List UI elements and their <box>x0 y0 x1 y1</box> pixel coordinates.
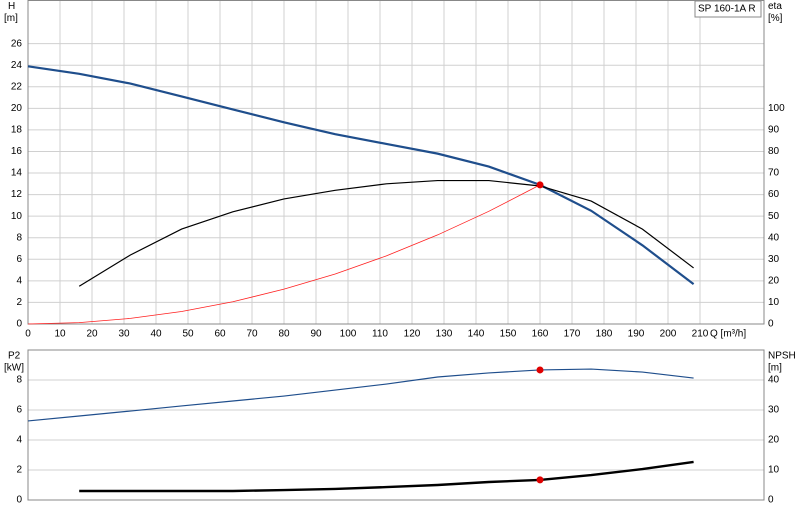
x-tick-label: 0 <box>25 329 31 340</box>
y-tick-label: 22 <box>11 81 23 92</box>
y2-tick-label: 50 <box>768 211 780 222</box>
y-tick-label: 2 <box>16 465 22 476</box>
y2-axis-label: eta <box>768 1 782 12</box>
y2-tick-label: 60 <box>768 189 780 200</box>
x-tick-label: 130 <box>436 329 453 340</box>
y-tick-label: 18 <box>11 125 23 136</box>
y-tick-label: 12 <box>11 189 23 200</box>
x-axis-label: Q [m³/h] <box>710 329 746 340</box>
y2-tick-label: 100 <box>768 103 785 114</box>
y-axis-label: H <box>8 1 15 12</box>
y-tick-label: 4 <box>16 276 22 287</box>
y-tick-label: 8 <box>16 375 22 386</box>
x-tick-label: 210 <box>692 329 709 340</box>
plot-frame <box>27 349 765 501</box>
y2-tick-label: 0 <box>768 495 774 506</box>
series-line <box>78 179 694 287</box>
y-axis-label: P2 <box>8 351 21 362</box>
x-tick-label: 100 <box>340 329 357 340</box>
x-tick-label: 180 <box>596 329 613 340</box>
x-tick-label: 80 <box>278 329 290 340</box>
duty-point <box>536 366 544 374</box>
y2-tick-label: 70 <box>768 168 780 179</box>
x-tick-label: 170 <box>564 329 581 340</box>
y-tick-label: 10 <box>11 211 23 222</box>
y2-tick-label: 90 <box>768 125 780 136</box>
y2-tick-label: 10 <box>768 465 780 476</box>
series-line <box>27 184 541 325</box>
y2-axis-unit: [%] <box>768 13 783 24</box>
x-tick-label: 10 <box>54 329 66 340</box>
series-line <box>79 460 694 493</box>
y-tick-label: 16 <box>11 146 23 157</box>
x-tick-label: 40 <box>150 329 162 340</box>
x-tick-label: 110 <box>372 329 388 340</box>
x-tick-label: 160 <box>532 329 549 340</box>
x-tick-label: 70 <box>246 329 258 340</box>
x-tick-label: 60 <box>214 329 226 340</box>
y-tick-label: 8 <box>16 232 22 243</box>
x-tick-label: 190 <box>628 329 645 340</box>
x-tick-label: 140 <box>468 329 485 340</box>
legend-box <box>694 0 762 18</box>
y2-tick-label: 30 <box>768 254 780 265</box>
y2-tick-label: 20 <box>768 435 780 446</box>
series-line <box>27 65 695 285</box>
y-tick-label: 2 <box>16 297 22 308</box>
y-tick-label: 0 <box>16 319 22 330</box>
x-tick-label: 90 <box>310 329 322 340</box>
y2-tick-label: 80 <box>768 146 780 157</box>
y2-axis-unit: [m] <box>768 363 782 374</box>
y2-axis-label: NPSH <box>768 351 796 362</box>
x-tick-label: 200 <box>660 329 677 340</box>
y2-tick-label: 30 <box>768 405 780 416</box>
x-tick-label: 120 <box>404 329 421 340</box>
duty-point <box>536 181 544 189</box>
plot-frame <box>27 0 765 325</box>
y-axis-unit: [kW] <box>4 363 24 374</box>
duty-point <box>536 476 544 484</box>
legend-label: SP 160-1A R <box>698 4 756 15</box>
y2-tick-label: 40 <box>768 232 780 243</box>
y2-tick-label: 40 <box>768 375 780 386</box>
y-tick-label: 6 <box>16 254 22 265</box>
y-tick-label: 6 <box>16 405 22 416</box>
x-tick-label: 150 <box>500 329 517 340</box>
y-axis-unit: [m] <box>4 13 18 24</box>
y2-tick-label: 10 <box>768 297 780 308</box>
x-tick-label: 20 <box>86 329 98 340</box>
y2-tick-label: 0 <box>768 319 774 330</box>
y-tick-label: 24 <box>11 60 23 71</box>
y-tick-label: 14 <box>11 168 23 179</box>
y2-tick-label: 20 <box>768 276 780 287</box>
y-tick-label: 0 <box>16 495 22 506</box>
x-tick-label: 50 <box>182 329 194 340</box>
x-tick-label: 30 <box>118 329 130 340</box>
y-tick-label: 20 <box>11 103 23 114</box>
y-tick-label: 26 <box>11 38 23 49</box>
series-line <box>27 368 694 422</box>
y-tick-label: 4 <box>16 435 22 446</box>
